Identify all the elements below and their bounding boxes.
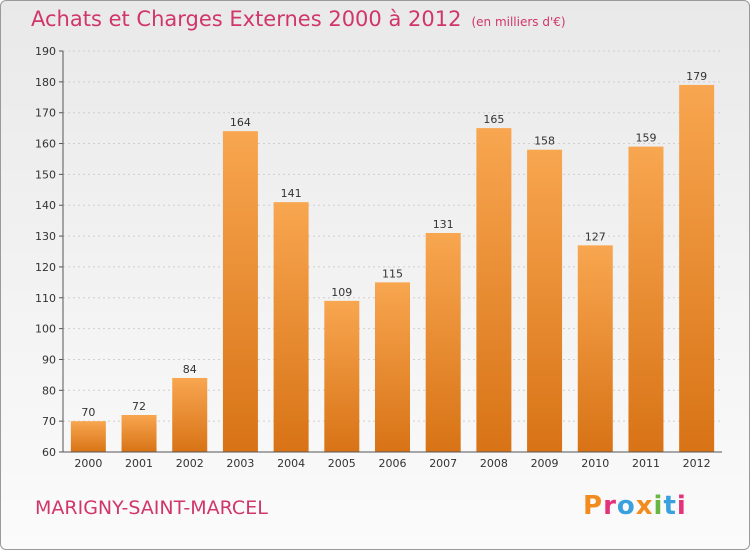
bar xyxy=(172,377,208,452)
bar-value-label: 141 xyxy=(281,187,302,200)
bar-value-label: 159 xyxy=(635,132,656,145)
y-tick-label: 100 xyxy=(35,323,56,336)
y-tick-label: 130 xyxy=(35,230,56,243)
y-tick-label: 60 xyxy=(42,446,56,459)
x-tick-label: 2000 xyxy=(74,457,102,470)
bar-value-label: 131 xyxy=(433,218,454,231)
logo-letter: t xyxy=(663,491,677,521)
x-tick-label: 2010 xyxy=(581,457,609,470)
bar xyxy=(375,282,410,452)
bar xyxy=(324,300,360,452)
logo-letter: P xyxy=(583,491,604,521)
logo-letter: i xyxy=(653,491,664,521)
y-axis: 60 70 80 90 100 110 120 130 140 150 160 170 180 190 xyxy=(35,45,64,459)
x-tick-label: 2004 xyxy=(277,457,305,470)
commune-name: MARIGNY-SAINT-MARCEL xyxy=(35,497,268,519)
bar xyxy=(679,84,715,452)
bar xyxy=(476,128,512,452)
x-tick-label: 2007 xyxy=(429,457,457,470)
bar xyxy=(577,245,613,452)
y-tick-label: 140 xyxy=(35,199,56,212)
y-tick-label: 150 xyxy=(35,168,56,181)
x-tick-label: 2009 xyxy=(531,457,559,470)
x-tick-label: 2003 xyxy=(226,457,254,470)
x-tick-label: 2008 xyxy=(480,457,508,470)
bar-value-label: 84 xyxy=(183,363,197,376)
x-tick-label: 2006 xyxy=(379,457,407,470)
bar-value-label: 109 xyxy=(331,286,352,299)
bar xyxy=(70,421,106,452)
x-tick-label: 2012 xyxy=(683,457,711,470)
bar xyxy=(121,414,157,452)
logo-letter: o xyxy=(616,491,636,521)
y-tick-label: 90 xyxy=(42,353,56,366)
y-tick-label: 110 xyxy=(35,292,56,305)
bar xyxy=(628,146,664,452)
bar-value-label: 179 xyxy=(686,70,707,83)
bar xyxy=(273,202,309,452)
bar xyxy=(222,131,258,452)
y-tick-label: 170 xyxy=(35,107,56,120)
x-tick-label: 2001 xyxy=(125,457,153,470)
x-tick-label: 2011 xyxy=(632,457,660,470)
logo-letter: r xyxy=(603,491,617,521)
bar-value-label: 72 xyxy=(132,400,146,413)
logo-letter: x xyxy=(635,491,654,521)
bar-value-label: 115 xyxy=(382,267,403,280)
bar xyxy=(425,232,461,452)
x-tick-label: 2005 xyxy=(328,457,356,470)
proxiti-logo: Proxiti xyxy=(583,491,687,521)
bar-value-label: 158 xyxy=(534,135,555,148)
x-axis: 2000 2001 2002 2003 2004 2005 2006 2007 2008 2009… xyxy=(63,451,722,470)
bar-value-label: 70 xyxy=(81,406,95,419)
chart-title-text: Achats et Charges Externes 2000 à 2012 xyxy=(31,7,462,31)
y-tick-label: 70 xyxy=(42,415,56,428)
bar xyxy=(527,149,563,452)
y-tick-label: 180 xyxy=(35,76,56,89)
logo-letter: i xyxy=(676,491,687,521)
chart-title: Achats et Charges Externes 2000 à 2012 (e… xyxy=(31,7,566,31)
bar-value-label: 165 xyxy=(483,113,504,126)
chart-unit: (en milliers d'€) xyxy=(471,15,566,29)
bar-value-label: 164 xyxy=(230,116,251,129)
y-tick-label: 80 xyxy=(42,384,56,397)
bars: 70 72 84 164 141 109 115 131 165 158 127 159 179 xyxy=(70,70,715,452)
bar-value-label: 127 xyxy=(585,230,606,243)
x-tick-label: 2002 xyxy=(176,457,204,470)
y-tick-label: 190 xyxy=(35,45,56,58)
y-tick-label: 160 xyxy=(35,138,56,151)
y-tick-label: 120 xyxy=(35,261,56,274)
